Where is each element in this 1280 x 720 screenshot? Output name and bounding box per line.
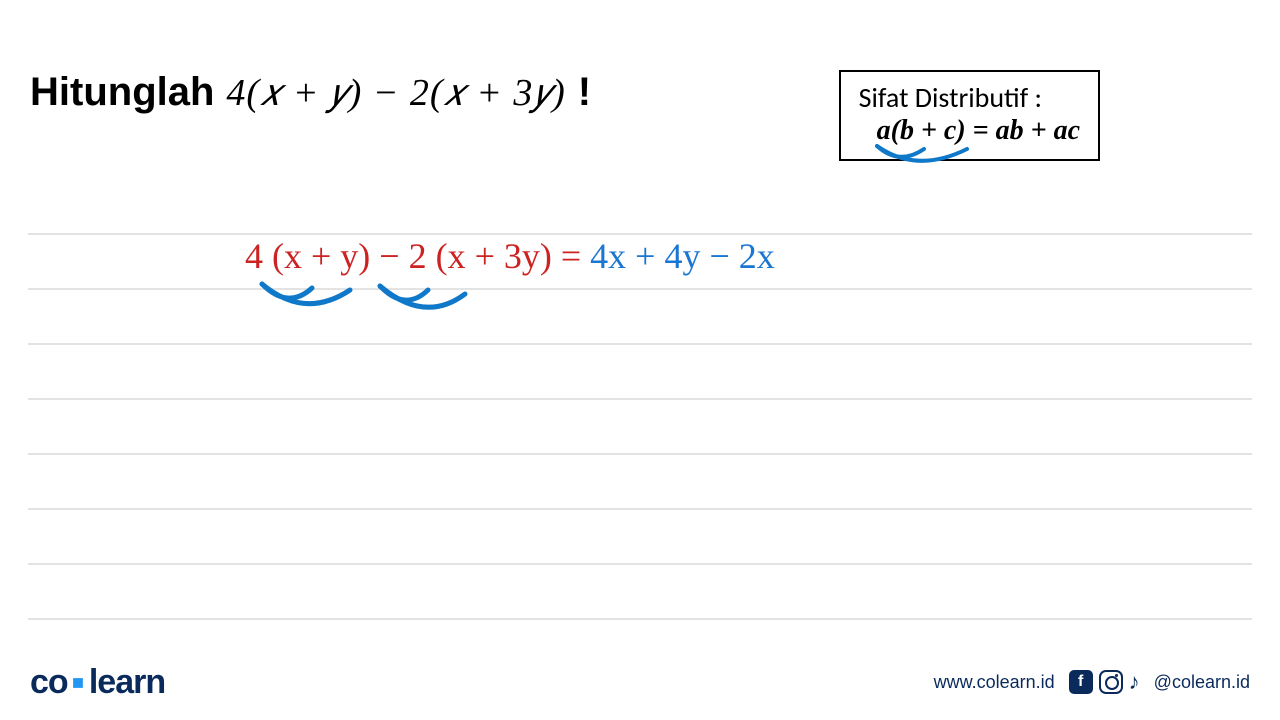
ruled-line bbox=[28, 345, 1252, 400]
footer-right-group: www.colearn.id f ♪ @colearn.id bbox=[934, 669, 1250, 695]
title-expression: 4(𝑥 + 𝑦) − 2(𝑥 + 3𝑦) bbox=[226, 71, 565, 115]
equation-lhs-red: 4 (x + y) − 2 (x + 3y) = bbox=[245, 236, 590, 276]
ruled-line bbox=[28, 400, 1252, 455]
title-command: Hitunglah bbox=[30, 70, 214, 115]
colearn-logo: co◆learn bbox=[30, 662, 165, 702]
infobox-arc-annotation bbox=[869, 144, 1009, 174]
facebook-icon: f bbox=[1069, 670, 1093, 694]
ruled-line bbox=[28, 565, 1252, 620]
tiktok-icon: ♪ bbox=[1129, 669, 1140, 695]
title-bang: ! bbox=[578, 70, 591, 115]
ruled-line bbox=[28, 290, 1252, 345]
logo-part-co: co bbox=[30, 663, 68, 701]
infobox-title: Sifat Distributif : bbox=[859, 80, 1080, 115]
distributive-property-box: Sifat Distributif : a(b + c) = ab + ac bbox=[839, 70, 1100, 161]
worked-equation: 4 (x + y) − 2 (x + 3y) = 4x + 4y − 2x bbox=[245, 235, 775, 277]
header-row: Hitunglah 4(𝑥 + 𝑦) − 2(𝑥 + 3𝑦)! Sifat Di… bbox=[0, 0, 1280, 191]
infobox-formula: a(b + c) = ab + ac bbox=[859, 115, 1080, 147]
ruled-line bbox=[28, 180, 1252, 235]
logo-separator-icon: ◆ bbox=[67, 670, 90, 693]
footer-bar: co◆learn www.colearn.id f ♪ @colearn.id bbox=[30, 662, 1250, 702]
question-title: Hitunglah 4(𝑥 + 𝑦) − 2(𝑥 + 3𝑦)! bbox=[30, 70, 591, 115]
logo-part-learn: learn bbox=[89, 663, 165, 701]
ruled-line bbox=[28, 455, 1252, 510]
instagram-icon bbox=[1099, 670, 1123, 694]
website-url: www.colearn.id bbox=[934, 672, 1055, 693]
ruled-line bbox=[28, 510, 1252, 565]
equation-rhs-blue: 4x + 4y − 2x bbox=[590, 236, 775, 276]
social-icons-group: f ♪ bbox=[1069, 669, 1140, 695]
social-handle: @colearn.id bbox=[1154, 672, 1250, 693]
